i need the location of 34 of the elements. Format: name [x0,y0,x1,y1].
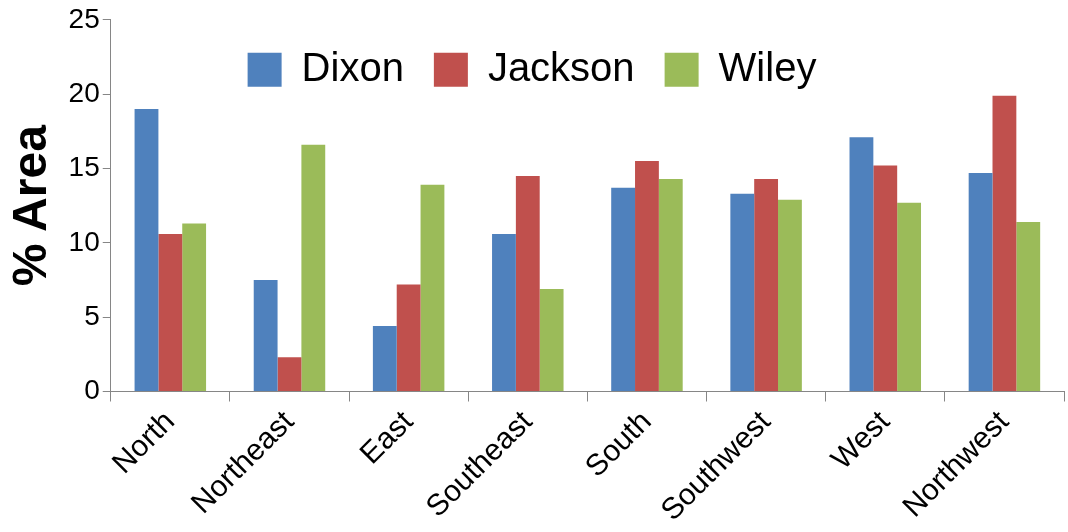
y-tick-label: 5 [84,299,100,331]
bar [658,178,683,391]
legend-label: Wiley [718,44,817,89]
bar [635,161,659,391]
bar [158,233,183,391]
bar [372,326,397,391]
bar [492,233,516,391]
bar [730,193,755,391]
bar [134,109,159,391]
y-tick-label: 0 [84,374,100,406]
bar [515,175,540,391]
bar [182,223,207,391]
bar [277,357,302,391]
bar [253,279,278,391]
bar [778,199,802,391]
bar [420,184,445,391]
y-axis-title: % Area [3,124,57,287]
bar [301,144,326,391]
bar [992,95,1017,391]
legend-label: Dixon [301,44,404,89]
legend-label: Jackson [487,44,635,89]
bar [396,284,421,391]
y-tick-label: 10 [68,225,100,257]
bar [897,202,922,391]
y-tick-label: 20 [68,76,100,108]
bar [968,172,993,391]
y-tick-label: 15 [68,151,100,183]
bar [611,187,636,391]
bar [754,178,779,391]
y-tick-label: 25 [68,2,100,34]
bar [873,165,898,391]
bar [1016,222,1041,391]
bar [849,137,874,391]
bar [539,288,564,391]
